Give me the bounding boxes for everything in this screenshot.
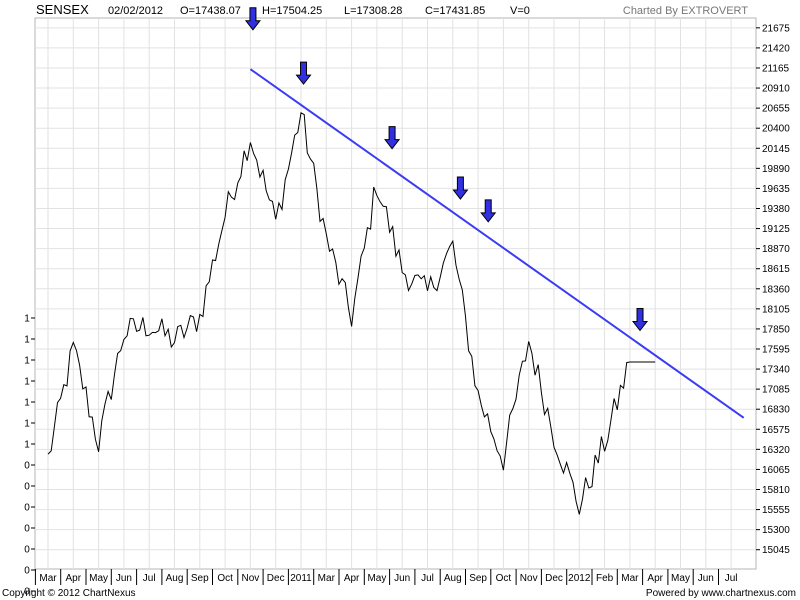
x-tick-label: May [671,573,690,584]
down-arrow-icon [452,176,469,200]
date-label: 02/02/2012 [108,5,163,17]
copyright-label: Copyright © 2012 ChartNexus [2,588,136,599]
symbol-label: SENSEX [36,2,89,17]
x-tick-label: Mar [39,573,57,584]
y-tick-label: 18360 [762,284,790,295]
left-tick-label: 0 [24,461,30,472]
x-tick-label: Jul [725,573,738,584]
y-tick-label: 16065 [762,465,790,476]
y-axis: 21675 21420 21165 20910 20655 20400 20145 19890… [756,23,790,556]
x-axis: Mar Apr May Jun Jul Aug Sep Oct Nov Dec 2011 Mar Apr… [34,569,738,585]
y-tick-label: 19380 [762,204,790,215]
arrow-layer [244,7,649,332]
left-tick-label: 1 [24,440,30,451]
x-tick-label: Apr [647,573,663,584]
y-tick-label: 20655 [762,104,790,115]
y-tick-label: 16830 [762,405,790,416]
y-tick-label: 18105 [762,304,790,315]
x-tick-label: Apr [344,573,360,584]
y-tick-label: 18615 [762,264,790,275]
x-tick-label: Jul [143,573,156,584]
x-tick-label: May [367,573,386,584]
y-tick-label: 21675 [762,23,790,34]
close-label: C=17431.85 [425,5,485,17]
left-tick-label: 0 [24,545,30,556]
y-tick-label: 16320 [762,445,790,456]
x-tick-label: 2012 [568,573,591,584]
x-tick-label: May [89,573,108,584]
left-tick-label: 1 [24,314,30,325]
left-tick-label: 1 [24,398,30,409]
left-tick-label: 0 [24,566,30,577]
high-label: H=17504.25 [262,5,322,17]
open-label: O=17438.07 [180,5,241,17]
y-tick-label: 16575 [762,425,790,436]
y-tick-label: 17850 [762,324,790,335]
y-tick-label: 17085 [762,385,790,396]
plot-area [34,17,757,570]
x-tick-label: Feb [596,573,614,584]
x-tick-label: Dec [545,573,563,584]
y-tick-label: 19890 [762,164,790,175]
left-tick-label: 1 [24,356,30,367]
x-tick-label: Oct [217,573,233,584]
x-tick-label: Jun [116,573,132,584]
grid [35,18,756,569]
left-tick-label: 0 [24,482,30,493]
y-tick-label: 20910 [762,84,790,95]
down-arrow-icon [244,7,261,31]
trendline [249,68,745,419]
price-line [47,112,656,515]
x-tick-label: Sep [191,573,209,584]
x-tick-label: Jun [394,573,410,584]
y-tick-label: 15045 [762,545,790,556]
y-tick-label: 19635 [762,184,790,195]
x-tick-label: Aug [166,573,184,584]
down-arrow-icon [295,61,312,85]
y-tick-label: 19125 [762,224,790,235]
credit-label: Charted By EXTROVERT [623,5,748,17]
y-tick-label: 15810 [762,485,790,496]
x-tick-label: Jul [421,573,434,584]
y-tick-label: 20145 [762,144,790,155]
down-arrow-icon [384,126,401,150]
left-tick-label: 0 [24,503,30,514]
x-tick-label: Sep [469,573,487,584]
y-tick-label: 15300 [762,525,790,536]
x-tick-label: Nov [242,573,260,584]
left-tick-label: 1 [24,377,30,388]
y-tick-label: 21165 [762,63,790,74]
price-series [47,112,656,515]
left-tick-label: 1 [24,419,30,430]
left-tick-label: 1 [24,335,30,346]
x-tick-label: Aug [444,573,462,584]
powered-by-label: Powered by www.chartnexus.com [646,588,796,599]
x-tick-label: Dec [267,573,285,584]
y-tick-label: 15555 [762,505,790,516]
y-tick-label: 21420 [762,43,790,54]
x-tick-label: Apr [66,573,82,584]
y-tick-label: 18870 [762,244,790,255]
low-label: L=17308.28 [344,5,402,17]
x-tick-label: 2011 [290,573,312,584]
y-tick-label: 20400 [762,124,790,135]
x-tick-label: Mar [318,573,336,584]
left-axis: 1 1 1 1 1 1 1 0 0 0 0 0 0 0 [24,314,35,598]
left-tick-label: 0 [24,524,30,535]
x-tick-label: Jun [698,573,714,584]
x-tick-label: Mar [621,573,639,584]
y-tick-label: 17595 [762,344,790,355]
down-arrow-icon [480,199,497,223]
volume-label: V=0 [510,5,530,17]
y-tick-label: 17340 [762,365,790,376]
x-tick-label: Oct [496,573,512,584]
down-arrow-icon [631,307,649,332]
x-tick-label: Nov [520,573,538,584]
left-tick-label: 0 [24,587,30,598]
trendline-layer [249,68,745,419]
